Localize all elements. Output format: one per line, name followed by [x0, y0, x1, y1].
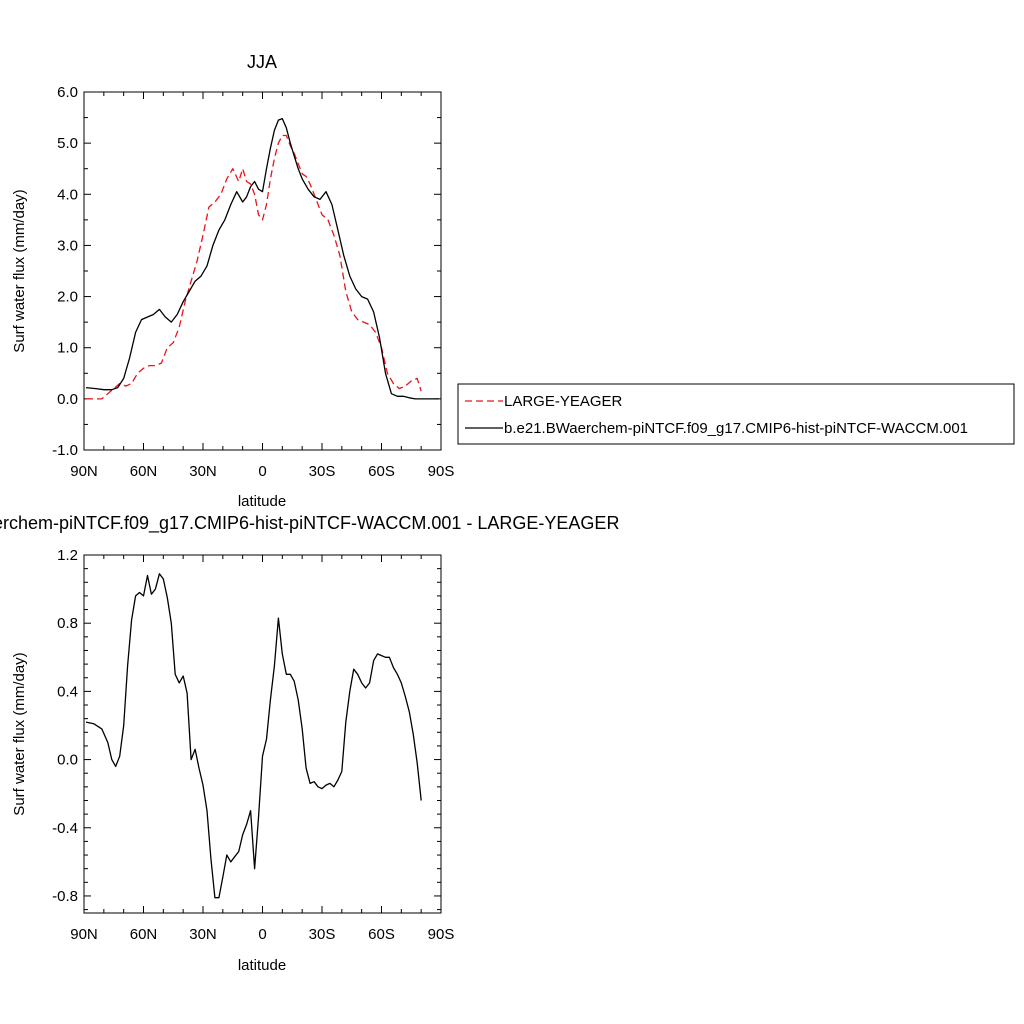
top-chart-title: JJA [247, 52, 277, 72]
x-tick-label: 60N [130, 926, 158, 943]
x-tick-label: 90S [428, 926, 455, 943]
y-tick-label: 1.2 [57, 547, 78, 564]
y-tick-label: -1.0 [52, 442, 78, 459]
y-tick-label: 4.0 [57, 186, 78, 203]
top-chart-panel: JJA 90N 60N 30N 0 30S 60S 90S -1.0 0.0 1.0 2.0 3.0 4… [11, 52, 454, 510]
x-tick-label: 30N [189, 463, 217, 480]
x-tick-label: 0 [258, 463, 266, 480]
bottom-chart-ticks: 90N 60N 30N 0 30S 60S 90S -0.8 -0.4 0.0 0.4 0.8 1.2 [52, 547, 454, 943]
y-tick-label: 0.0 [57, 752, 78, 769]
legend-label-large-yeager: LARGE-YEAGER [504, 393, 623, 410]
x-tick-label: 30N [189, 926, 217, 943]
x-tick-label: 30S [309, 926, 336, 943]
top-series-line-1 [85, 117, 439, 400]
bottom-chart-title: b.e21.BWaerchem-piNTCF.f09_g17.CMIP6-his… [0, 513, 619, 534]
y-tick-label: 6.0 [57, 84, 78, 101]
bottom-chart-frame [83, 554, 442, 914]
y-tick-label: 1.0 [57, 340, 78, 357]
top-chart-frame [83, 91, 442, 451]
top-chart-x-axis-label: latitude [238, 493, 286, 510]
y-tick-label: 3.0 [57, 237, 78, 254]
y-tick-label: 2.0 [57, 289, 78, 306]
x-tick-label: 60N [130, 463, 158, 480]
bottom-series-line-0 [85, 573, 422, 899]
legend-label-bwaerchem: b.e21.BWaerchem-piNTCF.f09_g17.CMIP6-his… [504, 420, 968, 437]
bottom-chart-y-axis-label: Surf water flux (mm/day) [11, 652, 28, 815]
x-tick-label: 60S [368, 926, 395, 943]
bottom-chart-x-axis-label: latitude [238, 957, 286, 974]
top-chart-y-axis-label: Surf water flux (mm/day) [11, 189, 28, 352]
y-tick-label: -0.8 [52, 888, 78, 905]
bottom-chart-series [85, 573, 422, 899]
legend: LARGE-YEAGER b.e21.BWaerchem-piNTCF.f09_… [457, 383, 1015, 445]
top-chart-ticks: 90N 60N 30N 0 30S 60S 90S -1.0 0.0 1.0 2.0 3.0 4.0 5.… [52, 84, 454, 480]
y-tick-label: 0.8 [57, 615, 78, 632]
top-series-line-0 [86, 134, 422, 400]
y-tick-label: -0.4 [52, 820, 78, 837]
y-tick-label: 5.0 [57, 135, 78, 152]
bottom-chart-panel: b.e21.BWaerchem-piNTCF.f09_g17.CMIP6-his… [0, 513, 619, 974]
x-tick-label: 0 [258, 926, 266, 943]
y-tick-label: 0.0 [57, 391, 78, 408]
x-tick-label: 30S [309, 463, 336, 480]
x-tick-label: 90N [70, 463, 98, 480]
top-chart-series [85, 117, 439, 400]
x-tick-label: 90N [70, 926, 98, 943]
x-tick-label: 90S [428, 463, 455, 480]
x-tick-label: 60S [368, 463, 395, 480]
y-tick-label: 0.4 [57, 683, 78, 700]
legend-box [457, 383, 1015, 445]
